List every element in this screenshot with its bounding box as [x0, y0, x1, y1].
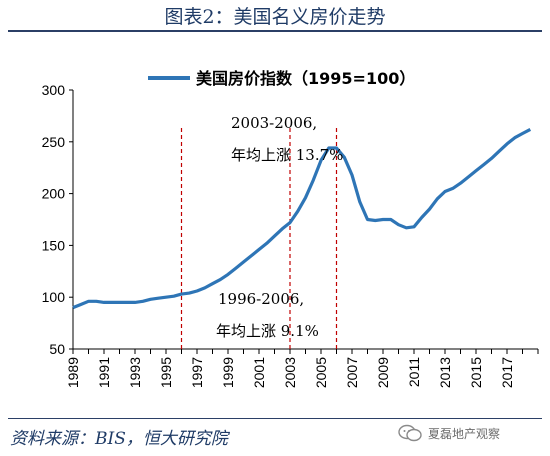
y-tick-label: 300: [42, 82, 66, 98]
x-tick-label: 2003: [282, 357, 298, 388]
x-tick-label: 2009: [375, 357, 391, 388]
x-tick-label: 1995: [158, 357, 174, 388]
watermark: 夏磊地产观察: [398, 424, 500, 442]
legend-label: 美国房价指数（1995=100）: [196, 69, 415, 88]
x-tick-label: 1993: [127, 357, 143, 388]
title-rule: [8, 30, 542, 32]
series-layer: [72, 127, 532, 310]
reference-lines: [180, 128, 338, 349]
x-tick-label: 2005: [313, 357, 329, 388]
annotation-2003-2006-growth: 年均上涨 13.7%: [231, 146, 343, 164]
series-line: [72, 127, 532, 310]
legend: 美国房价指数（1995=100）: [148, 69, 415, 88]
x-tick-label: 2001: [251, 357, 267, 388]
chart-axes: 50 100 150 200 250 300 1989 1991 1993 1995 1997 199…: [42, 82, 539, 388]
annotation-1996-2006-period: 1996-2006,: [218, 290, 304, 308]
annotations: 2003-2006, 年均上涨 13.7% 1996-2006, 年均上涨 9.…: [216, 114, 343, 340]
figure-title: 图表2：美国名义房价走势: [164, 6, 386, 28]
y-tick-label: 250: [42, 134, 66, 150]
annotation-1996-2006-growth: 年均上涨 9.1%: [216, 322, 319, 340]
x-tick-label: 1989: [65, 357, 81, 388]
x-tick-label: 2017: [499, 357, 515, 388]
y-tick-label: 200: [42, 186, 66, 202]
x-tick-label: 1991: [96, 357, 112, 388]
x-tick-label: 1997: [189, 357, 205, 388]
annotation-2003-2006-period: 2003-2006,: [231, 114, 317, 132]
x-tick-label: 2013: [437, 357, 453, 388]
source-rule: [8, 418, 542, 419]
y-tick-label: 100: [42, 289, 66, 305]
source-note: 资料来源：BIS，恒大研究院: [10, 429, 228, 449]
house-price-chart: 50 100 150 200 250 300 1989 1991 1993 1995 1997 199…: [42, 69, 539, 388]
x-tick-label: 2011: [406, 357, 422, 387]
watermark-text: 夏磊地产观察: [428, 426, 501, 441]
y-tick-label: 50: [49, 341, 65, 357]
x-tick-label: 1999: [220, 357, 236, 388]
x-tick-label: 2007: [344, 357, 360, 388]
y-tick-label: 150: [42, 237, 66, 253]
wechat-icon: [398, 424, 422, 442]
x-tick-label: 2015: [468, 357, 484, 388]
